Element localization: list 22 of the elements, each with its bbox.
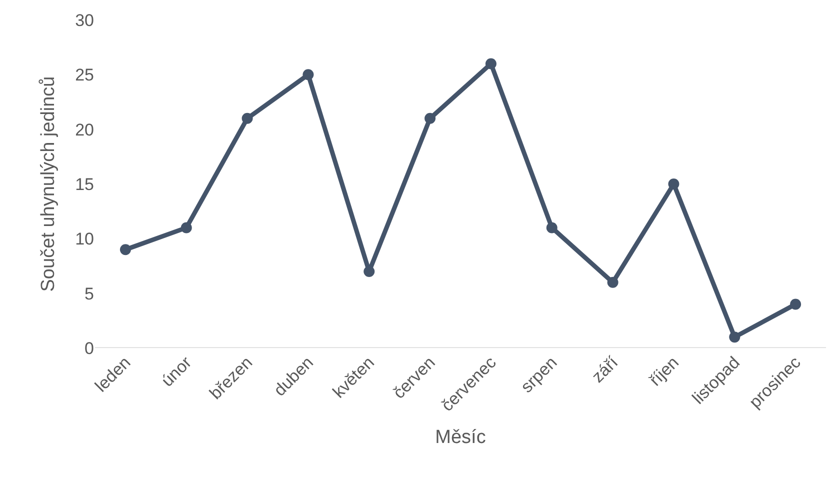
point [546,222,558,234]
point [729,332,740,343]
point [302,69,314,80]
y-tick-label: 20 [75,120,94,140]
y-tick-label: 5 [84,284,94,304]
point [607,276,618,288]
y-axis-title: Součet uhynulých jedinců [38,76,59,292]
y-tick-label: 15 [75,174,94,194]
y-tick-label: 10 [75,230,94,249]
point [485,58,496,70]
x-tick-label: září [588,352,622,386]
point [790,298,802,310]
point [120,244,131,256]
y-tick-label: 0 [84,338,94,358]
point [180,222,192,234]
x-tick-label: říjen [646,352,683,390]
x-axis-title: Měsíc [435,426,486,448]
point [424,112,436,124]
y-tick-label: 30 [75,10,94,30]
point [242,112,253,124]
y-tick-label: 25 [75,66,94,85]
point [668,178,680,190]
